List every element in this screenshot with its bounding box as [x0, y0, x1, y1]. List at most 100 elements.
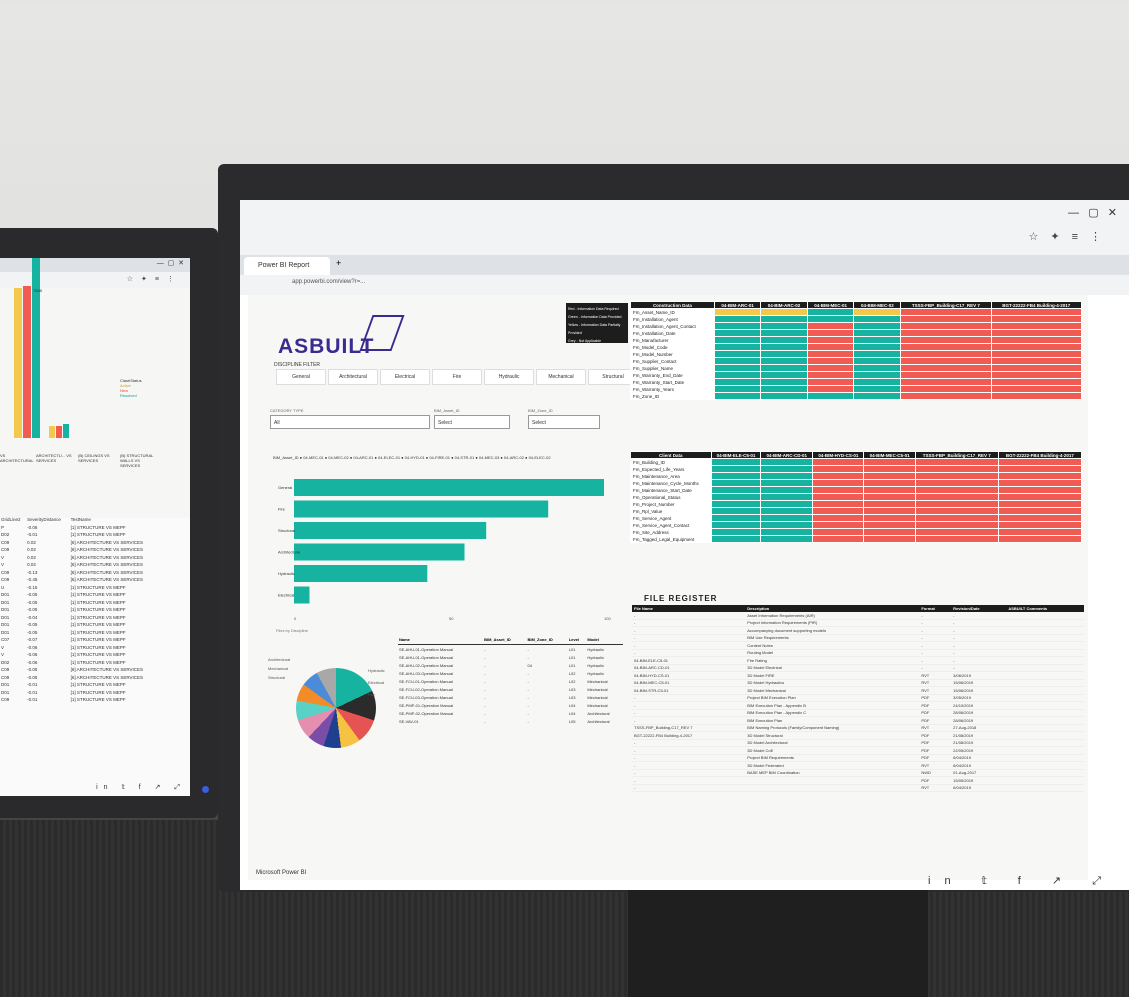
- star-icon[interactable]: ☆: [1028, 231, 1051, 243]
- tab-hydraulic[interactable]: Hydraulic: [484, 369, 534, 385]
- bar-electrical[interactable]: [294, 586, 310, 604]
- left-toolbar-icons[interactable]: ☆✦≡⋮: [126, 276, 182, 283]
- table-row[interactable]: - Project Information Requirements (PIR) -…: [632, 619, 1084, 627]
- matrix-col-header[interactable]: 04-BIM-ARC-CD-01: [760, 451, 814, 459]
- zone-id-filter[interactable]: Select: [528, 415, 600, 429]
- table-row[interactable]: U -0.15 [1] STRUCTURE VS MEPF: [0, 584, 160, 592]
- tab-mechanical[interactable]: Mechanical: [536, 369, 586, 385]
- table-row[interactable]: C09 -0.05 [6] ARCHITECTURE VS SERVICES: [0, 666, 160, 674]
- table-row[interactable]: C09 0.02 [6] ARCHITECTURE VS SERVICES: [0, 539, 160, 547]
- matrix-col-header[interactable]: 04-BIM-ARC-02: [760, 301, 808, 309]
- window-controls[interactable]: — ▢ ✕: [1068, 207, 1117, 219]
- col-header[interactable]: SeverityDistance: [27, 517, 61, 523]
- matrix-row[interactable]: Fm_Model_Number: [630, 350, 1083, 358]
- menu-icon[interactable]: ⋮: [1090, 231, 1113, 243]
- table-row[interactable]: D01 -0.05 [1] STRUCTURE VS MEPF: [0, 629, 160, 637]
- asset-id-filter[interactable]: Select: [434, 415, 510, 429]
- toolbar-icons[interactable]: ☆✦≡⋮: [1028, 230, 1113, 243]
- matrix-row[interactable]: Fm_Building_ID: [630, 458, 1083, 466]
- table-row[interactable]: -3D Model Architectural PDF 21/08/2019: [632, 739, 1084, 747]
- table-row[interactable]: D01 -0.04 [1] STRUCTURE VS MEPF: [0, 614, 160, 622]
- table-row[interactable]: -3D Model CoE PDF 22/05/2019: [632, 746, 1084, 755]
- table-row[interactable]: P -0.06 [1] STRUCTURE VS MEPF: [0, 524, 160, 532]
- table-row[interactable]: SE-AHU-02-Operation Manual - 04 L01 Hydrauli…: [398, 661, 623, 669]
- matrix-row[interactable]: Fm_Project_Number: [630, 500, 1083, 508]
- col-header[interactable]: Format: [919, 605, 952, 612]
- table-row[interactable]: D01 -0.05 [1] STRUCTURE VS MEPF: [0, 591, 160, 599]
- matrix-row[interactable]: Fm_Zone_ID: [630, 392, 1083, 400]
- matrix-col-header[interactable]: 04-BIM-MEC-C5-01: [863, 451, 916, 459]
- table-row[interactable]: SE-FCU-03-Operation Manual - - L03 Mechanica…: [398, 693, 623, 701]
- table-row[interactable]: - PDF 15/05/2019: [632, 776, 1084, 785]
- browser-tab[interactable]: Power BI Report: [244, 257, 330, 275]
- table-row[interactable]: TSSS-FBP_Building-C17_REV 7 BIM Naming Pr…: [632, 724, 1084, 732]
- col-header[interactable]: Level: [567, 635, 587, 645]
- matrix-row[interactable]: Fm_Maintenance_Cycle_Months: [630, 479, 1083, 487]
- table-row[interactable]: 04-BIM-STR-C5-01 3D Model Mechanical RVT 15…: [632, 686, 1084, 695]
- table-row[interactable]: V 0.02 [6] ARCHITECTURE VS SERVICES: [0, 554, 160, 562]
- address-bar[interactable]: app.powerbi.com/view?r=...: [292, 279, 366, 285]
- col-header[interactable]: BIM_Asset_ID: [483, 635, 527, 645]
- table-row[interactable]: SE-PMP-01-Operation Manual - - L04 Mechanica…: [398, 701, 623, 709]
- matrix-col-header[interactable]: 04-BIM-MEC-01: [806, 301, 855, 309]
- matrix-row[interactable]: Fm_Operational_Status: [630, 493, 1083, 501]
- matrix-col-header[interactable]: 04-BIM-MEC-02: [853, 301, 902, 309]
- table-row[interactable]: V -0.06 [1] STRUCTURE VS MEPF: [0, 651, 160, 659]
- table-row[interactable]: SE-FCU-01-Operation Manual - - L02 Mechanica…: [398, 677, 623, 685]
- table-row[interactable]: SE-AHU-01-Operation Manual - - L01 Hydraulic: [398, 653, 623, 661]
- table-row[interactable]: SE-AHU-03-Operation Manual - - L02 Hydraulic: [398, 669, 623, 677]
- table-row[interactable]: C09 -0.13 [6] ARCHITECTURE VS SERVICES: [0, 569, 160, 577]
- matrix-col-header[interactable]: 04-BIM-ELE-C5-01: [710, 451, 762, 459]
- matrix-row[interactable]: Fm_Manufacturer: [630, 336, 1083, 344]
- category-filter[interactable]: All: [270, 415, 430, 429]
- table-row[interactable]: 04-BIM-ARC-CD-01 3D Model Electrical - -: [632, 664, 1084, 672]
- bar-architectural[interactable]: [294, 543, 465, 561]
- col-header[interactable]: Description: [745, 605, 920, 612]
- matrix-row[interactable]: Fm_Rpl_Value: [630, 507, 1083, 515]
- matrix-row[interactable]: Fm_Warranty_Start_Date: [630, 378, 1083, 386]
- table-row[interactable]: BGT-22222-FB4 Building-4-2017 3D Model St…: [632, 731, 1084, 740]
- left-share-icons[interactable]: in 𝕥 f ↗ ⤢: [96, 784, 186, 791]
- col-header[interactable]: Name: [398, 635, 484, 645]
- tab-architectural[interactable]: Architectural: [328, 369, 378, 385]
- table-row[interactable]: SE-PMP-02-Operation Manual - - L04 Architect…: [398, 709, 623, 717]
- matrix-col-header[interactable]: TSSS-FBP_Building-C17_REV 7: [900, 301, 992, 309]
- matrix-row[interactable]: Fm_Maintenance_Area: [630, 472, 1083, 480]
- col-header[interactable]: BIM_Zone_ID: [526, 635, 568, 645]
- matrix-col-header[interactable]: 04-BIM-ARC-01: [713, 301, 762, 309]
- table-row[interactable]: C09 -0.05 [6] ARCHITECTURE VS SERVICES: [0, 674, 160, 682]
- matrix-row[interactable]: Fm_Supplier_Name: [630, 364, 1083, 372]
- matrix-row[interactable]: Fm_Maintenance_Start_Date: [630, 486, 1083, 494]
- table-row[interactable]: D01 -0.01 [1] STRUCTURE VS MEPF: [0, 689, 160, 697]
- table-row[interactable]: 04-BIM-MEC-C5-01 3D Model Hydraulics RVT 15…: [632, 679, 1084, 687]
- table-row[interactable]: - BIM Execution Plan PDF 28/06/2019: [632, 716, 1084, 725]
- table-row[interactable]: D01 -0.05 [1] STRUCTURE VS MEPF: [0, 599, 160, 607]
- col-header[interactable]: Model: [586, 635, 623, 645]
- left-window-controls[interactable]: — ▢ ✕: [156, 260, 184, 267]
- table-row[interactable]: V 0.02 [6] ARCHITECTURE VS SERVICES: [0, 561, 160, 569]
- table-row[interactable]: C07 -0.07 [1] STRUCTURE VS MEPF: [0, 636, 160, 644]
- table-row[interactable]: - BASE MEP BIM Coordination NWD 01-Aug-2017: [632, 769, 1084, 777]
- table-row[interactable]: - Routing Model - -: [632, 649, 1084, 657]
- table-row[interactable]: D01 -0.05 [1] STRUCTURE VS MEPF: [0, 621, 160, 629]
- bar-structural[interactable]: [294, 522, 487, 539]
- table-row[interactable]: SE-VAV-01 - - L05 Architectural: [398, 717, 623, 725]
- matrix-row[interactable]: Fm_Supplier_Contact: [630, 357, 1083, 365]
- matrix-row[interactable]: Fm_Service_Agent: [630, 514, 1083, 522]
- tab-general[interactable]: General: [276, 369, 326, 385]
- bar-general[interactable]: [294, 479, 604, 496]
- matrix-row[interactable]: Fm_Tagged_Legal_Equipment: [630, 535, 1083, 543]
- table-row[interactable]: C09 -0.45 [6] ARCHITECTURE VS SERVICES: [0, 576, 160, 584]
- matrix-row[interactable]: Fm_Installation_Agent_Contact: [630, 322, 1083, 330]
- matrix-col-header[interactable]: BGT-22222-FB4 Building-4-2017: [990, 301, 1083, 309]
- matrix-row[interactable]: Fm_Installation_Agent: [630, 315, 1083, 323]
- col-header[interactable]: ASBUILT Comments: [1006, 605, 1084, 612]
- matrix-row[interactable]: Fm_Installation_Date: [630, 329, 1083, 337]
- reading-list-icon[interactable]: ≡: [1071, 231, 1090, 243]
- table-row[interactable]: - BIM Execution Plan - Appendix B PDF 24/10…: [632, 701, 1084, 710]
- matrix-col-header[interactable]: TSSS-FBP_Building-C17_REV 7: [914, 451, 999, 459]
- table-row[interactable]: D01 -0.01 [1] STRUCTURE VS MEPF: [0, 681, 160, 689]
- col-header[interactable]: Revision/Date: [951, 605, 1007, 612]
- table-row[interactable]: D01 -0.05 [1] STRUCTURE VS MEPF: [0, 606, 160, 614]
- bar-hydraulic[interactable]: [294, 565, 428, 582]
